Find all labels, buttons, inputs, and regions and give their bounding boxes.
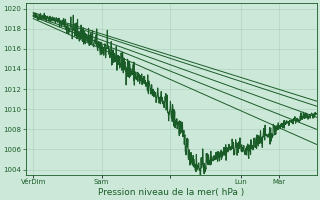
X-axis label: Pression niveau de la mer( hPa ): Pression niveau de la mer( hPa ) (98, 188, 244, 197)
